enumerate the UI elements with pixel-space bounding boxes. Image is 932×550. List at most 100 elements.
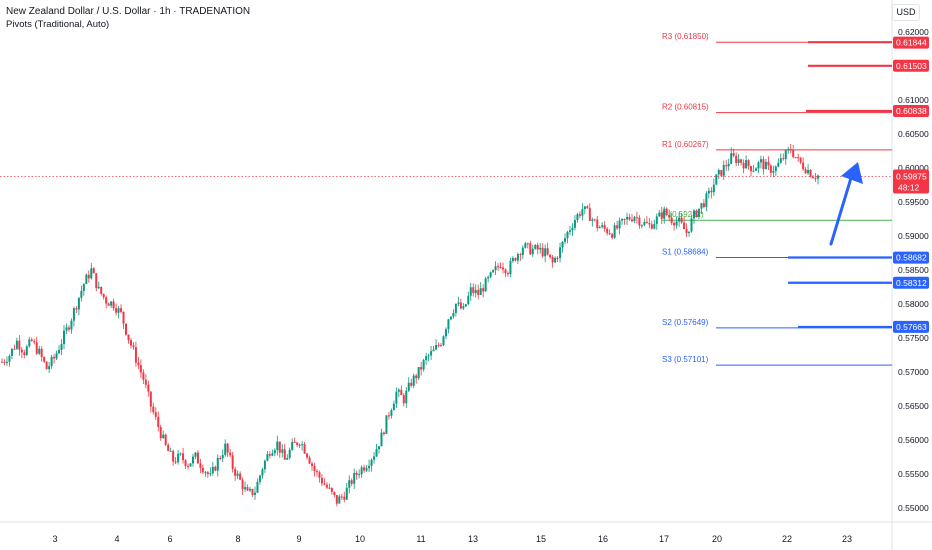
candle-body [77, 297, 80, 310]
price-tag-label: 0.58682 [896, 253, 927, 263]
candle-body [799, 157, 802, 163]
candle-body [479, 288, 482, 295]
candle-body [581, 209, 584, 216]
candle-body [216, 457, 219, 471]
candle-body [28, 339, 31, 347]
candle-body [293, 441, 296, 443]
price-tag [893, 36, 929, 49]
candle-body [497, 266, 500, 268]
candle-body [85, 274, 88, 284]
candle-body [464, 304, 467, 307]
candle-body [375, 449, 378, 457]
candle-body [246, 487, 249, 491]
x-tick-label: 8 [235, 534, 240, 544]
y-tick-label: 0.56500 [898, 401, 929, 411]
candle-body [335, 495, 338, 504]
candle-body [764, 161, 767, 170]
trend-arrow-shaft [829, 176, 853, 246]
candle-body [690, 218, 693, 232]
candle-body [229, 452, 232, 456]
candle-body [268, 454, 271, 456]
pivot-lines: R3 (0.61850) R2 (0.60815) R1 (0.60267) P (0… [660, 31, 892, 366]
x-tick-label: 17 [659, 534, 669, 544]
candle-body [1, 361, 3, 363]
candle-body [787, 149, 790, 151]
candle-body [502, 267, 505, 270]
candle-body [442, 336, 445, 346]
candle-body [80, 290, 83, 298]
candle-body [752, 170, 755, 172]
candle-body [504, 269, 507, 274]
candle-body [125, 323, 128, 335]
pivot-label-bg [660, 101, 710, 112]
candle-body [410, 382, 413, 386]
y-tick-label: 0.58500 [898, 265, 929, 275]
candle-body [678, 217, 681, 222]
candle-body [735, 155, 738, 164]
candle-body [149, 391, 152, 407]
price-axis: 0.620000.615000.610000.605000.600000.595… [893, 27, 929, 513]
candle-body [777, 162, 780, 167]
candle-body [239, 473, 242, 480]
candle-body [291, 441, 294, 450]
pivot-label: R2 (0.60815) [662, 103, 709, 112]
candle-body [541, 247, 544, 257]
candle-body [688, 231, 691, 234]
candle-body [134, 347, 137, 363]
candle-body [809, 170, 812, 177]
y-tick-label: 0.60000 [898, 163, 929, 173]
current-price-label: 0.59875 [896, 172, 927, 182]
y-tick-label: 0.58000 [898, 299, 929, 309]
candle-body [626, 217, 629, 220]
candle-body [221, 455, 224, 459]
indicator-legend[interactable]: Pivots (Traditional, Auto) [6, 19, 110, 30]
candle-body [169, 450, 172, 452]
candle-body [177, 453, 180, 463]
candle-body [551, 257, 554, 263]
candle-body [487, 277, 490, 279]
candle-body [144, 379, 147, 385]
candle-body [251, 489, 254, 495]
candle-body [454, 303, 457, 313]
candle-body [559, 247, 562, 259]
candle-body [804, 169, 807, 174]
y-tick-label: 0.55500 [898, 469, 929, 479]
pivot-label-bg [660, 316, 710, 327]
candle-body [717, 170, 720, 175]
candle-body [417, 367, 420, 379]
candle-body [554, 257, 557, 263]
candle-body [182, 453, 185, 461]
x-tick-label: 15 [536, 534, 546, 544]
candle-body [588, 208, 591, 221]
candle-body [653, 223, 656, 229]
candle-body [727, 163, 730, 167]
pivot-label-bg [660, 246, 710, 257]
candle-body [53, 356, 56, 359]
candle-body [422, 360, 425, 370]
candle-body [301, 444, 304, 446]
candle-body [459, 302, 462, 309]
candle-body [623, 219, 626, 221]
candle-body [655, 216, 658, 224]
candle-body [18, 340, 21, 350]
candle-body [745, 160, 748, 169]
currency-button[interactable]: USD [892, 4, 920, 21]
candle-body [363, 467, 366, 471]
candle-body [67, 327, 70, 330]
candle-body [556, 257, 559, 259]
pivot-label-bg [660, 138, 710, 149]
candle-body [573, 220, 576, 228]
candle-body [767, 161, 770, 166]
symbol-title[interactable]: New Zealand Dollar / U.S. Dollar · 1h · … [6, 6, 251, 17]
candle-body [707, 190, 710, 194]
candle-body [3, 361, 6, 363]
candle-body [437, 345, 440, 347]
candle-body [328, 487, 331, 489]
candle-body [368, 465, 371, 469]
candle-body [159, 427, 162, 439]
pivot-label: P (0.59232) [662, 210, 704, 219]
candle-body [692, 210, 695, 219]
candle-body [58, 349, 61, 354]
candle-body [360, 467, 363, 475]
